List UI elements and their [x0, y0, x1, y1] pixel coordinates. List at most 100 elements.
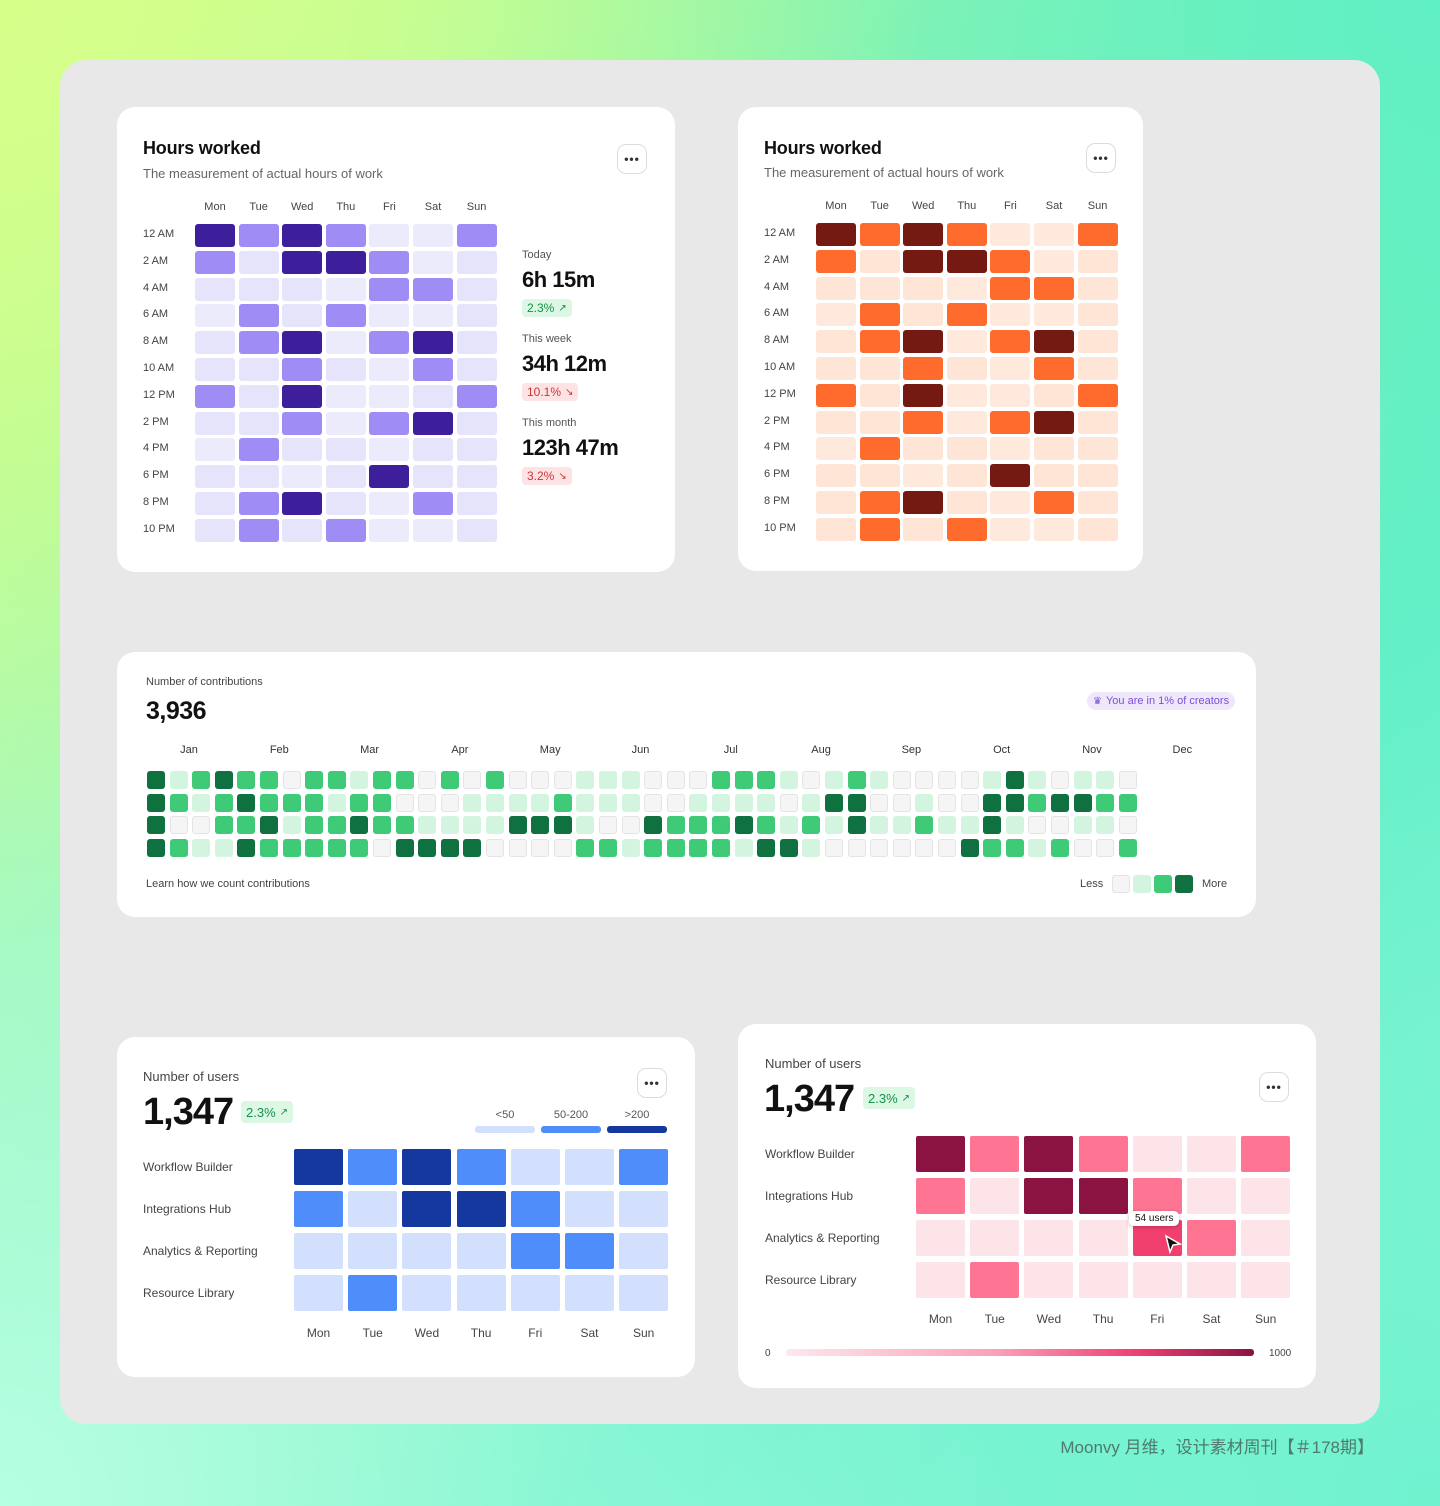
heatmap-cell[interactable]	[1034, 223, 1074, 246]
heatmap-cell[interactable]	[859, 330, 900, 354]
heatmap-cell[interactable]	[369, 492, 410, 515]
heatmap-cell[interactable]	[282, 277, 323, 301]
contribution-cell[interactable]	[938, 793, 956, 812]
contribution-cell[interactable]	[915, 838, 934, 857]
heatmap-cell[interactable]	[859, 410, 900, 434]
heatmap-cell[interactable]	[859, 276, 900, 300]
contribution-cell[interactable]	[373, 793, 391, 812]
heatmap-cell[interactable]	[369, 465, 410, 489]
heatmap-cell[interactable]	[456, 492, 497, 515]
heatmap-cell[interactable]	[282, 411, 323, 435]
heatmap-cell[interactable]	[946, 410, 987, 434]
heatmap-cell[interactable]	[369, 277, 410, 301]
contribution-cell[interactable]	[373, 771, 391, 789]
heatmap-cell[interactable]	[1034, 357, 1074, 380]
contribution-cell[interactable]	[553, 816, 572, 835]
heatmap-cell[interactable]	[816, 410, 856, 434]
heatmap-cell[interactable]	[1132, 1262, 1182, 1298]
contribution-cell[interactable]	[237, 838, 256, 857]
heatmap-cell[interactable]	[195, 465, 235, 489]
heatmap-cell[interactable]	[325, 304, 366, 328]
heatmap-cell[interactable]	[325, 250, 366, 274]
heatmap-cell[interactable]	[238, 304, 279, 328]
contribution-cell[interactable]	[463, 771, 482, 789]
heatmap-cell[interactable]	[816, 464, 856, 488]
contribution-cell[interactable]	[599, 793, 617, 812]
heatmap-cell[interactable]	[859, 357, 900, 380]
heatmap-cell[interactable]	[946, 437, 987, 461]
heatmap-cell[interactable]	[1024, 1262, 1074, 1298]
contribution-cell[interactable]	[169, 816, 188, 835]
heatmap-cell[interactable]	[859, 249, 900, 273]
contribution-cell[interactable]	[486, 816, 504, 835]
heatmap-cell[interactable]	[369, 384, 410, 408]
contribution-cell[interactable]	[305, 771, 324, 789]
heatmap-cell[interactable]	[859, 223, 900, 246]
heatmap-cell[interactable]	[916, 1136, 965, 1172]
heatmap-cell[interactable]	[816, 303, 856, 327]
heatmap-cell[interactable]	[619, 1149, 669, 1185]
heatmap-cell[interactable]	[1077, 464, 1118, 488]
heatmap-cell[interactable]	[946, 383, 987, 407]
heatmap-cell[interactable]	[1132, 1178, 1182, 1214]
contribution-cell[interactable]	[395, 816, 414, 835]
heatmap-cell[interactable]	[325, 358, 366, 381]
contribution-cell[interactable]	[1096, 838, 1115, 857]
contribution-cell[interactable]	[418, 793, 437, 812]
heatmap-cell[interactable]	[282, 384, 323, 408]
heatmap-cell[interactable]	[903, 491, 944, 514]
heatmap-cell[interactable]	[990, 249, 1031, 273]
heatmap-cell[interactable]	[1187, 1262, 1236, 1298]
heatmap-cell[interactable]	[402, 1149, 452, 1185]
heatmap-cell[interactable]	[238, 250, 279, 274]
heatmap-cell[interactable]	[325, 384, 366, 408]
heatmap-cell[interactable]	[325, 331, 366, 355]
contribution-cell[interactable]	[599, 816, 617, 835]
contribution-cell[interactable]	[395, 838, 414, 857]
contribution-cell[interactable]	[147, 816, 165, 835]
contribution-cell[interactable]	[666, 816, 685, 835]
contribution-cell[interactable]	[1005, 771, 1024, 789]
heatmap-cell[interactable]	[282, 492, 323, 515]
heatmap-cell[interactable]	[456, 358, 497, 381]
heatmap-cell[interactable]	[456, 304, 497, 328]
heatmap-cell[interactable]	[1077, 517, 1118, 541]
heatmap-cell[interactable]	[859, 491, 900, 514]
contribution-cell[interactable]	[440, 771, 459, 789]
contribution-cell[interactable]	[147, 771, 165, 789]
contribution-cell[interactable]	[734, 793, 753, 812]
heatmap-cell[interactable]	[195, 331, 235, 355]
contribution-cell[interactable]	[327, 838, 346, 857]
contribution-cell[interactable]	[508, 838, 527, 857]
heatmap-cell[interactable]	[294, 1149, 343, 1185]
heatmap-cell[interactable]	[903, 223, 944, 246]
contribution-cell[interactable]	[237, 793, 256, 812]
heatmap-cell[interactable]	[456, 411, 497, 435]
heatmap-cell[interactable]	[816, 357, 856, 380]
contribution-cell[interactable]	[621, 838, 640, 857]
heatmap-cell[interactable]	[1077, 491, 1118, 514]
heatmap-cell[interactable]	[946, 357, 987, 380]
heatmap-cell[interactable]	[1024, 1136, 1074, 1172]
contribution-cell[interactable]	[1051, 816, 1069, 835]
heatmap-cell[interactable]	[369, 250, 410, 274]
contribution-cell[interactable]	[282, 793, 301, 812]
heatmap-cell[interactable]	[238, 331, 279, 355]
heatmap-cell[interactable]	[369, 518, 410, 542]
contribution-cell[interactable]	[463, 816, 482, 835]
contribution-cell[interactable]	[192, 816, 211, 835]
heatmap-cell[interactable]	[238, 277, 279, 301]
contribution-cell[interactable]	[666, 771, 685, 789]
contribution-cell[interactable]	[282, 816, 301, 835]
contribution-cell[interactable]	[531, 771, 550, 789]
contribution-cell[interactable]	[282, 838, 301, 857]
heatmap-cell[interactable]	[413, 304, 453, 328]
heatmap-cell[interactable]	[903, 410, 944, 434]
heatmap-cell[interactable]	[456, 465, 497, 489]
contribution-cell[interactable]	[214, 838, 233, 857]
heatmap-cell[interactable]	[348, 1275, 398, 1311]
heatmap-cell[interactable]	[1077, 410, 1118, 434]
heatmap-cell[interactable]	[456, 1149, 506, 1185]
heatmap-cell[interactable]	[990, 330, 1031, 354]
heatmap-cell[interactable]	[990, 223, 1031, 246]
